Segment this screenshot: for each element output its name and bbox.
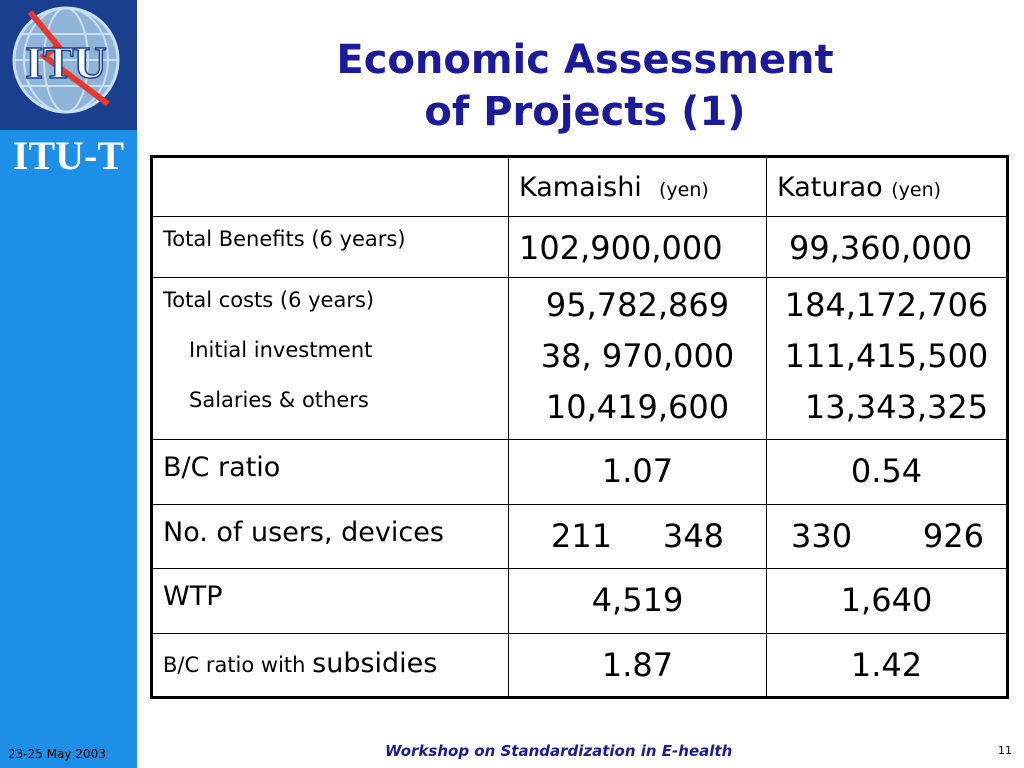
row-label-cell: Total costs (6 years) Initial investment… (151, 277, 509, 440)
katurao-value-cell: 1,640 (766, 568, 1008, 634)
kamaishi-value: 10,419,600 (545, 388, 730, 426)
kamaishi-devices: 348 (662, 517, 724, 555)
header-kamaishi-unit: (yen) (658, 179, 709, 201)
kamaishi-value: 4,519 (591, 581, 684, 619)
kamaishi-value-cell: 1.87 (508, 633, 767, 698)
row-label-cell: B/C ratio with subsidies (151, 633, 509, 698)
table-row-wtp: WTP 4,519 1,640 (151, 568, 1008, 634)
kamaishi-value-cell: 1.07 (508, 439, 767, 505)
table-row-total-costs: Total costs (6 years) Initial investment… (151, 277, 1008, 440)
header-katurao-unit: (yen) (891, 179, 942, 201)
table-row-bc-subsidies: B/C ratio with subsidies 1.87 1.42 (151, 633, 1008, 698)
row-label-cell: B/C ratio (151, 439, 509, 505)
katurao-users: 330 (791, 517, 853, 555)
katurao-value: 111,415,500 (784, 337, 989, 375)
kamaishi-value: 1.87 (601, 646, 674, 684)
page-number: 11 (998, 744, 1012, 757)
page-title: Economic Assessment of Projects (1) (240, 34, 930, 138)
kamaishi-value-cell: 4,519 (508, 568, 767, 634)
row-label-cell: No. of users, devices (151, 504, 509, 569)
sidebar: ITU ITU-T 23-25 May 2003 (0, 0, 137, 768)
katurao-value-cell: 1.42 (766, 633, 1008, 698)
katurao-value: 13,343,325 (804, 388, 989, 426)
row-label-cell: Total Benefits (6 years) (151, 216, 509, 278)
table-header-row: Kamaishi (yen) Katurao (yen) (151, 156, 1008, 217)
globe-icon: ITU (12, 6, 120, 114)
logo-text: ITU (25, 37, 107, 88)
row-sublabel-salaries: Salaries & others (189, 388, 369, 412)
row-label: Total Benefits (6 years) (163, 227, 406, 251)
header-cell-katurao: Katurao (yen) (766, 156, 1008, 217)
header-cell-empty (151, 156, 509, 217)
kamaishi-value: 102,900,000 (519, 229, 723, 267)
kamaishi-value-cell: 95,782,869 38, 970,000 10,419,600 (508, 277, 767, 440)
row-label: Total costs (6 years) (163, 288, 375, 312)
row-label: B/C ratio with subsidies (153, 634, 508, 679)
katurao-value: 184,172,706 (784, 286, 989, 324)
table-row-bc-ratio: B/C ratio 1.07 0.54 (151, 439, 1008, 505)
header-cell-kamaishi: Kamaishi (yen) (508, 156, 767, 217)
kamaishi-value: 1.07 (601, 452, 674, 490)
katurao-value: 99,360,000 (789, 229, 973, 267)
itu-logo: ITU (0, 0, 137, 130)
row-label-part-1: B/C ratio with (163, 653, 306, 677)
title-line-1: Economic Assessment (336, 37, 834, 83)
katurao-value: 0.54 (850, 452, 923, 490)
katurao-value: 1.42 (850, 646, 923, 684)
table-row-total-benefits: Total Benefits (6 years) 102,900,000 99,… (151, 216, 1008, 278)
katurao-value-cell: 0.54 (766, 439, 1008, 505)
table-row-users: No. of users, devices 211 348 330 926 (151, 504, 1008, 569)
row-label: WTP (163, 581, 223, 612)
header-kamaishi-name: Kamaishi (519, 172, 642, 203)
assessment-table: Kamaishi (yen) Katurao (yen) Total Benef… (150, 155, 1009, 699)
katurao-value-cell: 99,360,000 (766, 216, 1008, 278)
itu-t-label: ITU-T (12, 133, 125, 178)
date-label: 23-25 May 2003 (8, 747, 106, 761)
footer-title: Workshop on Standardization in E-health (385, 742, 733, 760)
row-sublabel-initial-investment: Initial investment (189, 338, 373, 362)
header-katurao-name: Katurao (777, 172, 883, 203)
kamaishi-value: 95,782,869 (545, 286, 730, 324)
kamaishi-value-cell: 211 348 (508, 504, 767, 569)
kamaishi-users: 211 (551, 517, 613, 555)
katurao-devices: 926 (922, 517, 984, 555)
row-label: B/C ratio (163, 452, 281, 483)
katurao-value: 1,640 (840, 581, 933, 619)
row-label: No. of users, devices (163, 517, 444, 548)
katurao-value-cell: 184,172,706 111,415,500 13,343,325 (766, 277, 1008, 440)
kamaishi-value-cell: 102,900,000 (508, 216, 767, 278)
kamaishi-value: 38, 970,000 (540, 337, 735, 375)
katurao-value-cell: 330 926 (766, 504, 1008, 569)
row-label-cell: WTP (151, 568, 509, 634)
row-label-part-2: subsidies (312, 648, 438, 679)
title-line-2: of Projects (1) (424, 89, 746, 135)
